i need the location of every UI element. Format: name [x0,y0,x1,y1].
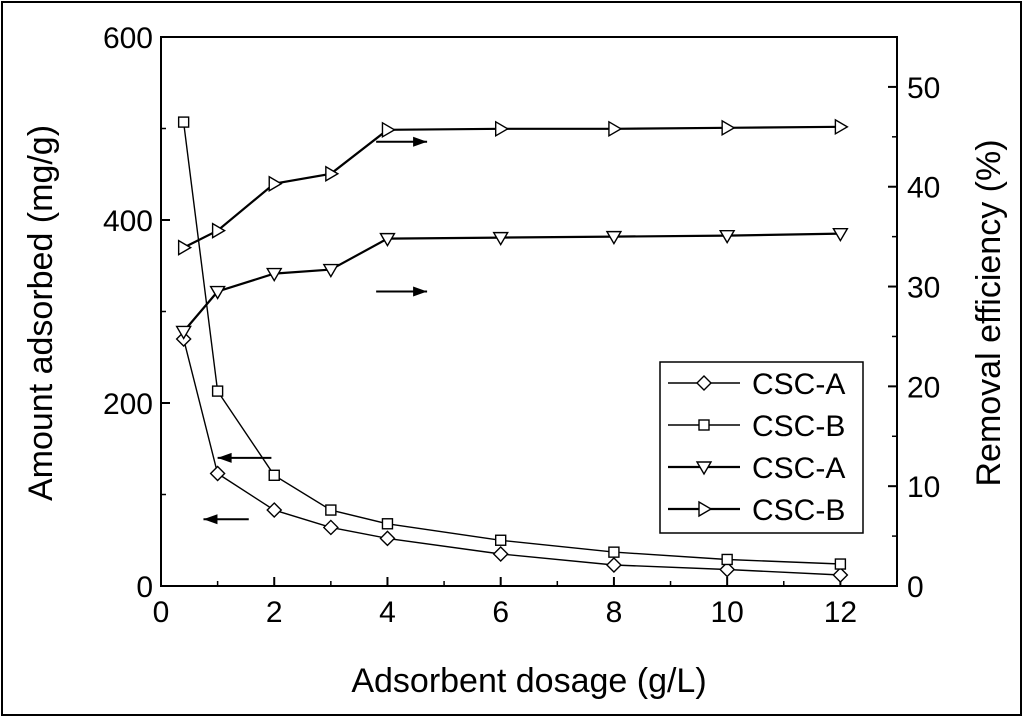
data-point-series-2 [211,385,224,397]
right-y-tick-label: 40 [907,172,940,205]
data-point-series-4 [381,121,396,139]
x-tick-label: 10 [710,596,743,629]
x-tick-label: 12 [824,596,857,629]
data-point-series-3 [379,232,396,248]
left-y-tick-label: 400 [103,205,153,238]
data-point-series-3 [266,267,283,282]
left-y-tick-label: 600 [103,22,153,55]
data-point-series-2 [325,504,337,516]
legend-box [659,361,864,534]
data-point-series-4 [177,239,193,256]
legend-label-4: CSC-B [752,494,845,527]
arrow-head [413,286,428,297]
left-y-tick-label: 0 [136,571,153,604]
legend-marker-2 [698,419,710,431]
x-tick-label: 6 [492,596,509,629]
data-point-series-3 [832,227,849,243]
data-point-series-1 [605,556,622,573]
data-point-series-3 [175,325,192,340]
annotation-arrows [203,136,428,525]
data-point-series-3 [322,263,340,278]
data-point-series-1 [209,465,226,482]
data-point-series-4 [325,165,340,182]
right-y-axis-title: Removal efficiency (%) [970,139,1008,486]
right-y-tick-label: 30 [907,272,940,305]
data-point-series-1 [322,519,339,536]
data-point-series-2 [177,116,190,128]
right-y-tick-label: 10 [907,471,940,504]
x-tick-label: 2 [266,596,283,629]
data-point-series-1 [379,530,396,547]
data-point-series-4 [834,118,849,136]
data-point-series-4 [494,120,510,138]
series-layer [175,116,849,584]
x-axis-ticks: 0 2 4 6 8 10 12 [153,577,857,629]
data-point-series-1 [719,561,736,578]
arrow-head [217,452,232,463]
left-y-tick-label: 200 [103,388,153,421]
data-point-series-2 [608,546,620,558]
data-point-series-2 [494,534,507,546]
x-tick-label: 4 [379,596,396,629]
data-point-series-4 [608,120,623,138]
left-y-axis-title: Amount adsorbed (mg/g) [22,125,60,501]
data-point-series-3 [492,231,509,247]
legend-label-1: CSC-A [752,368,845,401]
data-point-series-3 [605,230,623,246]
data-point-series-2 [381,518,394,530]
data-point-series-2 [268,469,280,481]
data-point-series-1 [832,567,849,584]
right-y-axis-ticks: 0 10 20 30 40 50 [888,72,940,604]
arrow-head [413,136,428,147]
data-point-series-1 [492,545,509,562]
data-point-series-2 [721,553,733,566]
arrow-head [203,514,218,525]
right-y-tick-label: 50 [907,72,940,105]
legend-marker-3 [695,461,713,476]
x-axis-title: Adsorbent dosage (g/L) [351,662,706,700]
data-point-series-4 [211,222,227,239]
right-y-tick-label: 20 [907,371,940,404]
x-tick-label: 8 [606,596,623,629]
data-point-series-2 [834,558,847,570]
legend-label-3: CSC-A [752,452,845,485]
data-point-series-3 [209,285,226,300]
data-point-series-3 [718,229,736,245]
data-point-series-1 [266,502,283,519]
legend-label-2: CSC-B [752,410,845,443]
right-y-tick-label: 0 [907,571,924,604]
legend-marker-4 [698,500,713,518]
data-point-series-4 [268,175,283,192]
legend-marker-1 [696,375,712,391]
left-y-axis-ticks: 0 200 400 600 [103,22,170,604]
x-tick-label: 0 [153,596,170,629]
data-point-series-4 [721,119,736,137]
legend: CSC-A CSC-B CSC-A CSC-B [659,361,864,534]
